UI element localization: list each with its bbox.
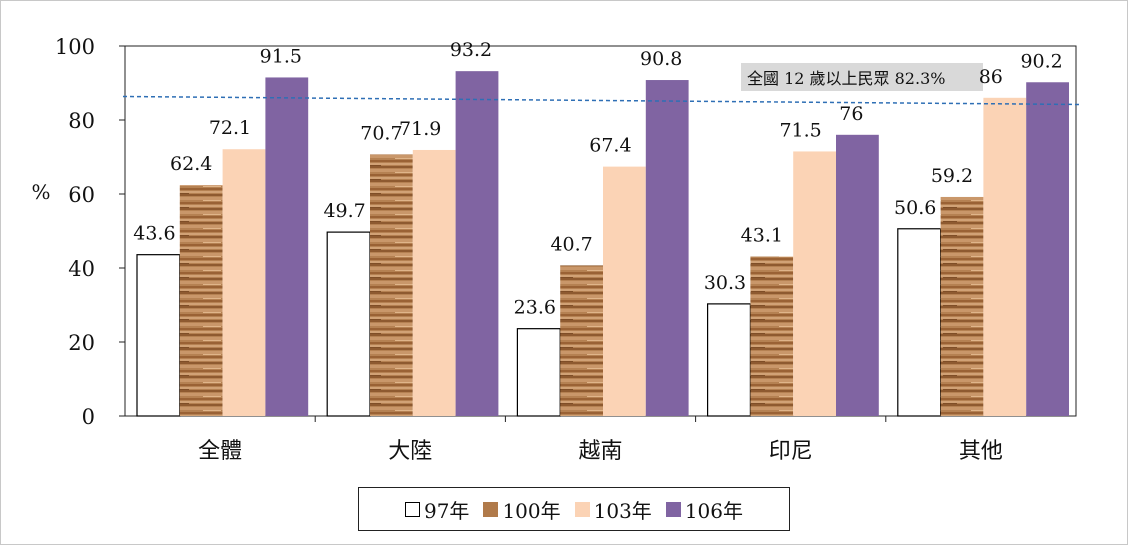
bar-100年-印尼 [750, 256, 794, 416]
plot-area: 0 20 40 60 80 100 全體 大陸 越南 印尼 其他 全國 12 歲以上民眾 82.3% 4… [55, 35, 1080, 464]
bar-103年-印尼 [793, 151, 836, 416]
data-label: 71.9 [399, 118, 441, 140]
reference-label-bg [741, 63, 983, 91]
legend-item-106: 106年 [665, 495, 743, 524]
y-tick-label: 40 [68, 257, 95, 281]
x-tick-label: 其他 [959, 439, 1003, 464]
bar-103年-全體 [222, 149, 266, 417]
x-tick-label: 越南 [578, 439, 622, 464]
legend-swatch-106 [665, 501, 681, 517]
data-label: 91.5 [260, 45, 302, 67]
bar-97年-越南 [516, 328, 561, 417]
data-label: 67.4 [589, 135, 631, 157]
bar-100年-大陸 [370, 154, 413, 416]
y-tick-label: 80 [68, 109, 95, 133]
data-label: 90.8 [640, 48, 682, 70]
legend-item-100: 100年 [483, 495, 561, 524]
legend-item-103: 103年 [574, 495, 652, 524]
data-label: 49.7 [323, 200, 365, 222]
data-label: 62.4 [170, 153, 212, 175]
bar-106年-越南 [645, 80, 689, 416]
data-label: 40.7 [550, 233, 592, 255]
x-tick-label: 印尼 [769, 439, 813, 464]
data-label: 43.1 [741, 225, 783, 247]
reference-label: 全國 12 歲以上民眾 82.3% [747, 69, 945, 88]
bar-106年-其他 [1026, 82, 1069, 416]
y-tick-label: 0 [82, 405, 95, 429]
bar-100年-其他 [940, 196, 984, 416]
bar-106年-印尼 [836, 134, 879, 417]
x-tick-label: 大陸 [388, 439, 432, 464]
data-label: 70.7 [360, 122, 402, 144]
reference-line [122, 95, 1080, 106]
bar-97年-全體 [136, 254, 181, 417]
legend-swatch-97 [404, 501, 420, 517]
y-tick-label: 60 [68, 183, 95, 207]
data-label: 90.2 [1020, 50, 1062, 72]
data-label: 23.6 [514, 297, 556, 319]
bar-103年-其他 [983, 97, 1027, 417]
data-label: 43.6 [133, 223, 175, 245]
y-tick-label: 100 [55, 35, 95, 59]
data-label: 86 [979, 66, 1003, 88]
data-label: 30.3 [704, 272, 746, 294]
bar-106年-全體 [265, 77, 309, 416]
legend: 97年 100年 103年 106年 [358, 487, 790, 531]
bar-97年-其他 [897, 228, 942, 417]
legend-label-100: 100年 [502, 498, 561, 523]
data-label: 50.6 [894, 197, 936, 219]
bar-97年-印尼 [706, 303, 751, 417]
x-tick-label: 全體 [198, 439, 242, 464]
legend-item-97: 97年 [404, 495, 470, 524]
bar-100年-全體 [179, 185, 223, 416]
chart-svg: 0 20 40 60 80 100 全體 大陸 越南 印尼 其他 全國 12 歲以上民眾 82.3% 4… [31, 35, 1080, 464]
bar-103年-越南 [603, 166, 646, 416]
data-label: 59.2 [931, 165, 973, 187]
legend-label-97: 97年 [423, 498, 470, 523]
legend-swatch-100 [483, 501, 499, 517]
data-label: 71.5 [779, 119, 821, 141]
y-axis-label: % [31, 180, 50, 204]
legend-label-106: 106年 [684, 498, 743, 523]
data-label: 72.1 [209, 117, 251, 139]
bar-106年-大陸 [455, 71, 499, 416]
legend-label-103: 103年 [593, 498, 652, 523]
bar-103年-大陸 [412, 149, 456, 416]
bar-100年-越南 [560, 265, 603, 416]
data-label: 76 [839, 103, 863, 125]
data-label: 93.2 [450, 39, 492, 61]
bar-97年-大陸 [326, 231, 371, 417]
legend-swatch-103 [574, 501, 590, 517]
y-tick-label: 20 [68, 331, 95, 355]
